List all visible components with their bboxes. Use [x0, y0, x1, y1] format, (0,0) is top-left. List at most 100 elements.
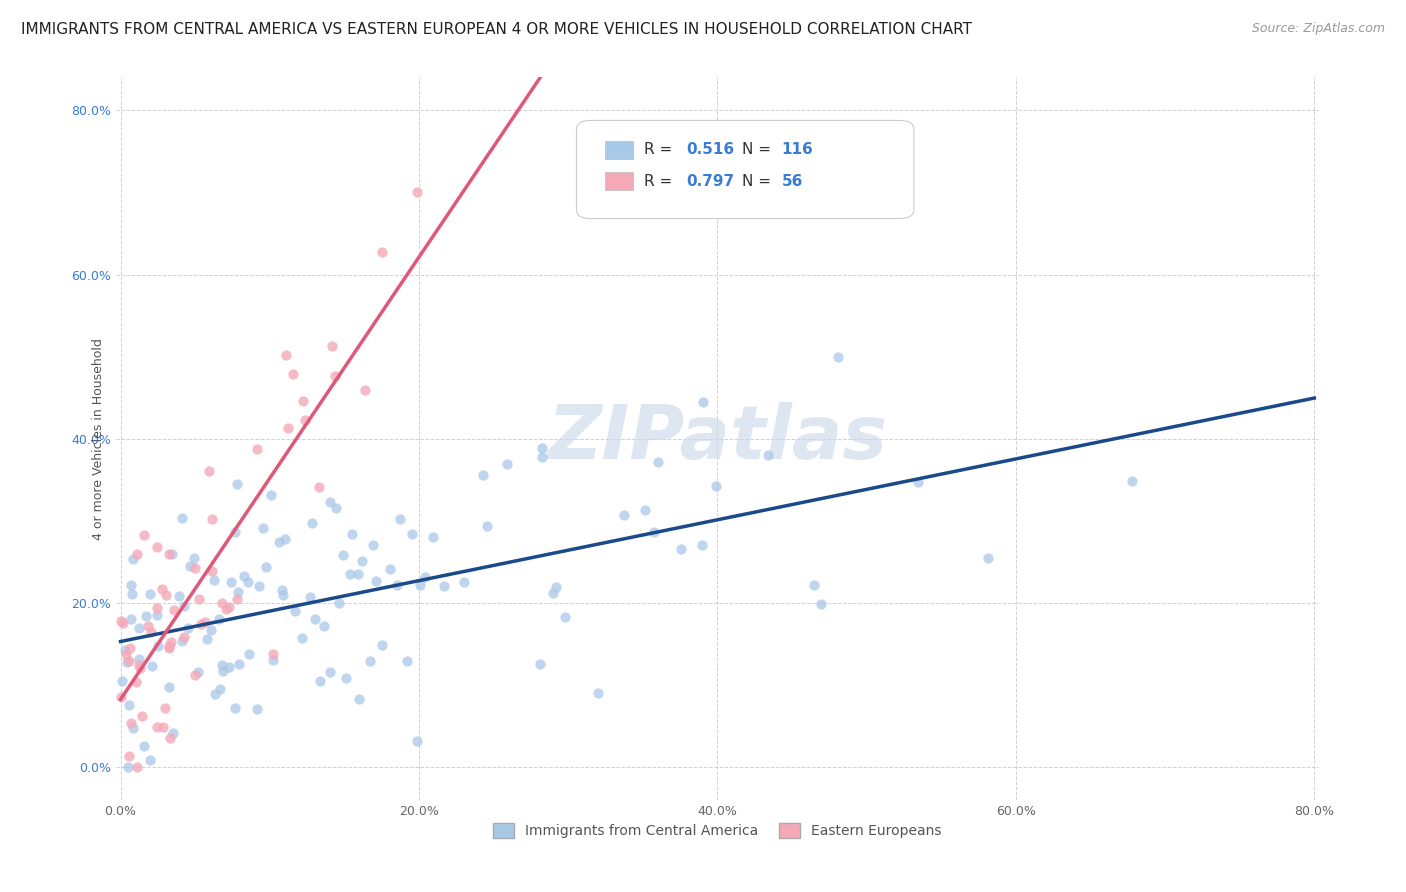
Point: [531, 450, 554, 464]
Point: [146, 600, 169, 615]
Point: [160, 547, 183, 561]
Point: [1121, 474, 1143, 488]
Point: [211, 596, 233, 610]
Text: 56: 56: [782, 174, 803, 188]
Point: [977, 551, 1000, 566]
Point: [371, 245, 394, 260]
Point: [254, 560, 277, 574]
Point: [347, 566, 370, 581]
Point: [291, 632, 314, 646]
Text: R =: R =: [644, 174, 678, 188]
Point: [361, 538, 384, 552]
Point: [669, 542, 692, 557]
Point: [308, 480, 330, 494]
Point: [121, 721, 143, 735]
Point: [292, 393, 315, 408]
Point: [472, 467, 495, 482]
Point: [141, 625, 163, 640]
Point: [148, 639, 170, 653]
Text: IMMIGRANTS FROM CENTRAL AMERICA VS EASTERN EUROPEAN 4 OR MORE VEHICLES IN HOUSEH: IMMIGRANTS FROM CENTRAL AMERICA VS EASTE…: [21, 22, 972, 37]
Point: [332, 548, 354, 562]
Text: 116: 116: [782, 143, 814, 157]
Point: [212, 665, 235, 679]
Point: [179, 559, 201, 574]
Point: [131, 709, 153, 723]
Point: [118, 698, 141, 713]
Point: [378, 562, 401, 576]
Point: [183, 551, 205, 566]
Point: [643, 524, 665, 539]
Point: [134, 739, 156, 753]
Point: [325, 501, 347, 516]
Point: [318, 665, 340, 679]
Point: [304, 612, 326, 626]
Point: [173, 631, 195, 645]
Point: [138, 753, 160, 767]
Point: [122, 551, 145, 566]
Legend: Immigrants from Central America, Eastern Europeans: Immigrants from Central America, Eastern…: [488, 818, 948, 844]
Point: [201, 565, 224, 579]
Point: [554, 609, 576, 624]
Point: [406, 734, 429, 748]
Point: [204, 687, 226, 701]
Point: [277, 421, 299, 435]
Point: [406, 186, 429, 200]
Point: [408, 578, 430, 592]
Point: [170, 511, 193, 525]
Point: [246, 702, 269, 716]
Point: [195, 632, 218, 647]
Point: [177, 621, 200, 635]
Point: [157, 681, 180, 695]
Point: [228, 585, 250, 599]
Point: [756, 448, 779, 462]
Point: [252, 521, 274, 535]
Text: ZIPatlas: ZIPatlas: [547, 402, 887, 475]
Point: [395, 654, 418, 668]
Point: [160, 635, 183, 649]
Point: [496, 457, 519, 471]
Point: [117, 654, 139, 668]
Point: [704, 479, 727, 493]
Point: [162, 726, 184, 740]
Point: [225, 476, 247, 491]
Point: [120, 640, 142, 655]
Point: [529, 657, 551, 671]
Point: [312, 619, 335, 633]
Point: [647, 455, 669, 469]
Point: [202, 574, 225, 588]
Point: [260, 488, 283, 502]
Point: [225, 592, 247, 607]
Point: [299, 590, 322, 604]
Point: [262, 653, 284, 667]
Point: [150, 582, 173, 596]
Point: [198, 464, 221, 478]
Point: [135, 608, 157, 623]
Point: [262, 647, 284, 661]
Text: 0.797: 0.797: [686, 174, 734, 188]
Point: [340, 526, 363, 541]
Point: [125, 548, 148, 562]
Point: [120, 611, 142, 625]
Point: [139, 587, 162, 601]
Point: [543, 586, 565, 600]
Text: Source: ZipAtlas.com: Source: ZipAtlas.com: [1251, 22, 1385, 36]
Point: [692, 395, 714, 409]
Point: [366, 574, 388, 588]
Point: [125, 675, 148, 690]
Point: [267, 534, 290, 549]
Point: [274, 348, 297, 362]
Point: [586, 686, 609, 700]
Point: [321, 339, 343, 353]
Point: [200, 623, 222, 637]
Point: [111, 673, 134, 688]
Point: [188, 592, 211, 607]
Point: [803, 578, 825, 592]
Point: [530, 441, 553, 455]
Point: [422, 529, 444, 543]
Point: [284, 604, 307, 618]
Point: [190, 616, 212, 631]
Point: [146, 720, 169, 734]
Text: N =: N =: [742, 143, 776, 157]
Point: [170, 633, 193, 648]
Point: [128, 621, 150, 635]
